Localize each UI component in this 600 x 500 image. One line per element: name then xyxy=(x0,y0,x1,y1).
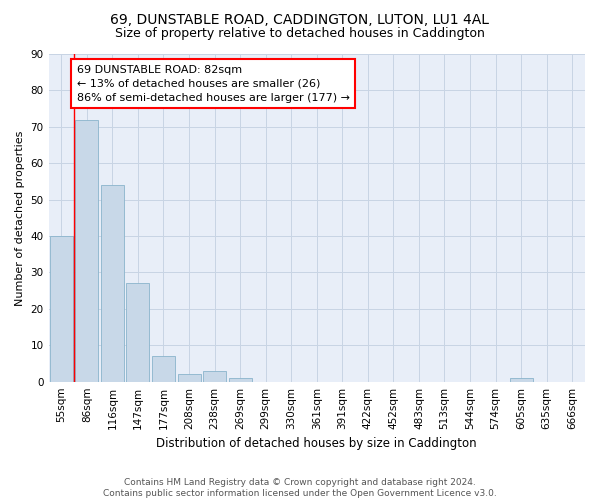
X-axis label: Distribution of detached houses by size in Caddington: Distribution of detached houses by size … xyxy=(157,437,477,450)
Text: Contains HM Land Registry data © Crown copyright and database right 2024.
Contai: Contains HM Land Registry data © Crown c… xyxy=(103,478,497,498)
Text: Size of property relative to detached houses in Caddington: Size of property relative to detached ho… xyxy=(115,28,485,40)
Bar xyxy=(76,120,98,382)
Bar xyxy=(127,284,149,382)
Bar xyxy=(178,374,200,382)
Text: 69 DUNSTABLE ROAD: 82sqm
← 13% of detached houses are smaller (26)
86% of semi-d: 69 DUNSTABLE ROAD: 82sqm ← 13% of detach… xyxy=(77,65,350,103)
Text: 69, DUNSTABLE ROAD, CADDINGTON, LUTON, LU1 4AL: 69, DUNSTABLE ROAD, CADDINGTON, LUTON, L… xyxy=(110,12,490,26)
Bar xyxy=(152,356,175,382)
Bar xyxy=(101,185,124,382)
Y-axis label: Number of detached properties: Number of detached properties xyxy=(15,130,25,306)
Bar xyxy=(229,378,251,382)
Bar xyxy=(203,371,226,382)
Bar xyxy=(509,378,533,382)
Bar xyxy=(50,236,73,382)
